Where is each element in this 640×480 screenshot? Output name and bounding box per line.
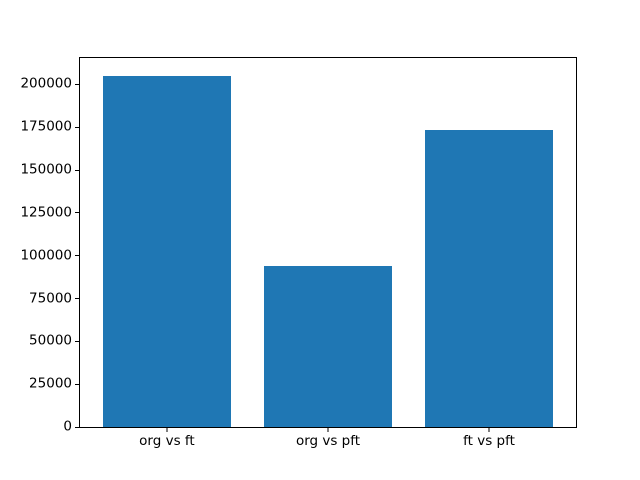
- y-tick-mark: [75, 169, 79, 171]
- x-tick-mark: [327, 428, 329, 432]
- y-tick-mark: [75, 83, 79, 85]
- y-tick-label: 175000: [20, 118, 72, 135]
- y-tick-mark: [75, 383, 79, 385]
- y-tick-label: 75000: [29, 289, 72, 306]
- bar-org-vs-pft: [263, 265, 393, 427]
- x-tick-label: org vs ft: [139, 433, 195, 449]
- x-tick-mark: [488, 428, 490, 432]
- y-tick-label: 100000: [20, 246, 72, 263]
- bar-org-vs-ft: [102, 75, 232, 427]
- plot-area: org vs ft org vs pft ft vs pft 0 25000 50000 7…: [20, 57, 577, 448]
- y-tick-mark: [75, 426, 79, 428]
- y-tick-mark: [75, 126, 79, 128]
- x-tick-label: org vs pft: [295, 433, 361, 449]
- y-tick-label: 150000: [20, 161, 72, 178]
- y-tick-mark: [75, 212, 79, 214]
- y-tick-label: 200000: [20, 75, 72, 92]
- y-tick-label: 125000: [20, 204, 72, 221]
- y-tick-label: 25000: [29, 375, 72, 392]
- x-tick-mark: [166, 428, 168, 432]
- y-tick-mark: [75, 298, 79, 300]
- x-tick-label: ft vs pft: [463, 433, 515, 449]
- y-tick-label: 50000: [29, 332, 72, 349]
- bar-ft-vs-pft: [424, 129, 554, 427]
- y-tick-mark: [75, 255, 79, 257]
- y-tick-mark: [75, 340, 79, 342]
- y-tick-label: 0: [63, 418, 72, 435]
